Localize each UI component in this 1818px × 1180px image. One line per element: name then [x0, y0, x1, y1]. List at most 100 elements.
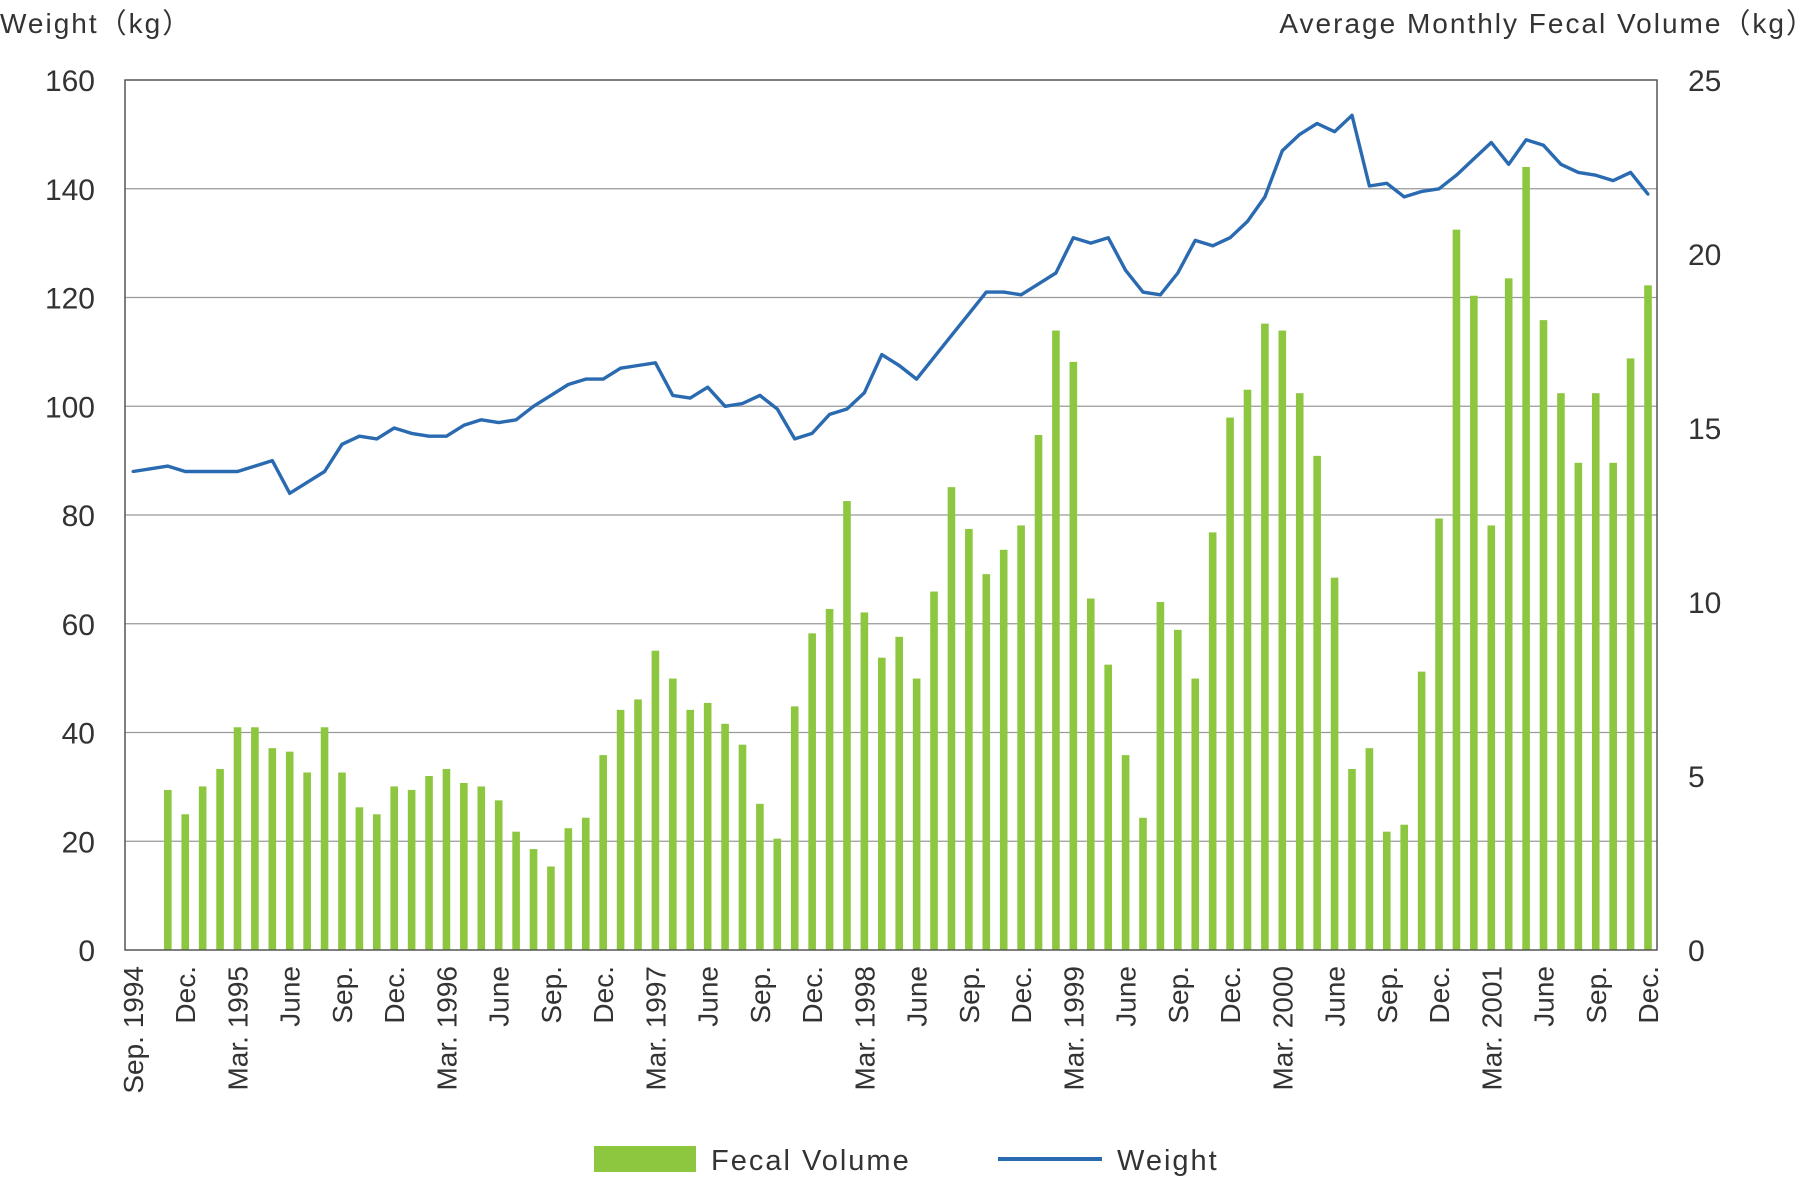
- weight-point: [532, 404, 536, 408]
- x-tick-label: June: [902, 966, 933, 1027]
- weight-point: [340, 442, 344, 446]
- weight-point: [497, 421, 501, 425]
- plot-frame: [124, 79, 1658, 951]
- fecal-volume-bar: [494, 800, 503, 950]
- x-tick-label: Dec.: [1633, 966, 1664, 1024]
- x-tick-label: June: [484, 966, 515, 1027]
- fecal-volume-bar: [721, 723, 729, 950]
- weight-point: [1298, 132, 1302, 136]
- weight-point: [1402, 195, 1406, 199]
- legend-label-weight: Weight: [1117, 1145, 1219, 1177]
- weight-point: [653, 361, 657, 365]
- right-tick-label: 5: [1688, 761, 1705, 794]
- left-tick-label: 160: [45, 65, 95, 98]
- fecal-volume-bar: [1452, 229, 1461, 950]
- weight-point: [688, 396, 692, 400]
- fecal-volume-bar: [738, 744, 747, 950]
- fecal-volume-bar: [616, 709, 625, 950]
- fecal-volume-bar: [1382, 831, 1391, 950]
- fecal-volume-bar: [181, 814, 190, 950]
- weight-point: [1576, 170, 1580, 174]
- fecal-volume-bar: [1557, 393, 1565, 950]
- x-tick-label: Dec.: [1215, 966, 1246, 1024]
- weight-point: [549, 393, 553, 397]
- weight-point: [1507, 162, 1511, 166]
- weight-point: [723, 404, 727, 408]
- weight-point: [1158, 293, 1162, 297]
- weight-point: [1315, 122, 1319, 125]
- weight-point: [201, 470, 205, 473]
- x-tick-label: Dec.: [1424, 966, 1455, 1024]
- weight-point: [671, 393, 675, 397]
- weight-point: [323, 470, 327, 473]
- fecal-volume-bar: [1017, 525, 1025, 950]
- left-tick-label: 0: [78, 935, 95, 968]
- fecal-volume-bar: [1365, 748, 1374, 950]
- fecal-volume-bar: [1139, 817, 1147, 950]
- fecal-volume-bar: [390, 786, 399, 950]
- left-tick-label: 20: [62, 826, 95, 859]
- fecal-volume-bar: [1330, 577, 1339, 950]
- weight-point: [1542, 143, 1546, 147]
- weight-point: [288, 491, 292, 495]
- weight-point: [1646, 192, 1650, 196]
- weight-point: [357, 434, 361, 438]
- weight-point: [235, 470, 239, 473]
- fecal-volume-bar: [756, 803, 764, 950]
- weight-point: [897, 363, 901, 367]
- x-tick-label: Dec.: [379, 966, 410, 1024]
- x-tick-label: Sep.: [327, 966, 358, 1024]
- weight-point: [1594, 173, 1598, 177]
- fecal-volume-bar: [251, 727, 259, 950]
- fecal-volume-bar: [790, 706, 799, 950]
- right-tick-label: 25: [1688, 65, 1721, 98]
- fecal-volume-bar: [581, 817, 590, 950]
- weight-point: [462, 423, 466, 427]
- x-tick-label: Sep. 1994: [118, 966, 149, 1094]
- x-tick-label: June: [1111, 966, 1142, 1027]
- fecal-volume-bar: [268, 748, 277, 950]
- x-tick-label: Mar. 1998: [849, 966, 880, 1091]
- fecal-volume-bar: [442, 769, 451, 950]
- weight-line: [132, 113, 1650, 495]
- weight-point: [1211, 244, 1215, 248]
- weight-point: [1524, 138, 1528, 142]
- fecal-volume-bar: [1191, 678, 1200, 950]
- fecal-volume-bar: [338, 772, 346, 950]
- weight-point: [984, 290, 988, 294]
- x-tick-label: Sep.: [536, 966, 567, 1024]
- weight-point: [793, 437, 797, 441]
- weight-point: [566, 383, 570, 386]
- weight-point: [392, 426, 396, 430]
- fecal-volume-bar: [1626, 358, 1635, 950]
- fecal-volume-bar: [651, 650, 660, 950]
- fecal-volume-bar: [703, 702, 712, 950]
- weight-point: [514, 418, 518, 422]
- fecal-volume-bar: [1156, 602, 1165, 950]
- fecal-volume-bar: [773, 838, 782, 950]
- weight-point: [1280, 149, 1284, 153]
- weight-point: [862, 391, 866, 395]
- weight-point: [601, 377, 605, 381]
- fecal-volume-bar: [1174, 629, 1182, 950]
- fecal-volume-bar: [947, 487, 956, 950]
- x-tick-label: Mar. 1999: [1058, 966, 1089, 1091]
- fecal-volume-bar: [164, 789, 172, 950]
- fecal-volume-bar: [843, 501, 851, 950]
- weight-point: [131, 470, 135, 473]
- weight-point: [758, 393, 762, 397]
- x-axis-ticks: Sep. 1994 Dec. Mar. 1995 June Sep. Dec. Mar. 1…: [118, 966, 1664, 1094]
- left-tick-label: 120: [45, 283, 95, 316]
- fecal-volume-bar: [860, 612, 869, 950]
- weight-point: [427, 434, 431, 438]
- fecal-volume-bar: [1208, 532, 1217, 950]
- weight-point: [828, 412, 832, 416]
- legend-swatch-fecal-volume: [594, 1146, 696, 1172]
- fecal-volume-bar: [1226, 417, 1234, 950]
- x-tick-label: Dec.: [1006, 966, 1037, 1024]
- fecal-volume-bar: [198, 786, 207, 950]
- fecal-volume-bar: [477, 786, 486, 950]
- weight-point: [1333, 130, 1337, 134]
- fecal-volume-bar: [285, 751, 294, 950]
